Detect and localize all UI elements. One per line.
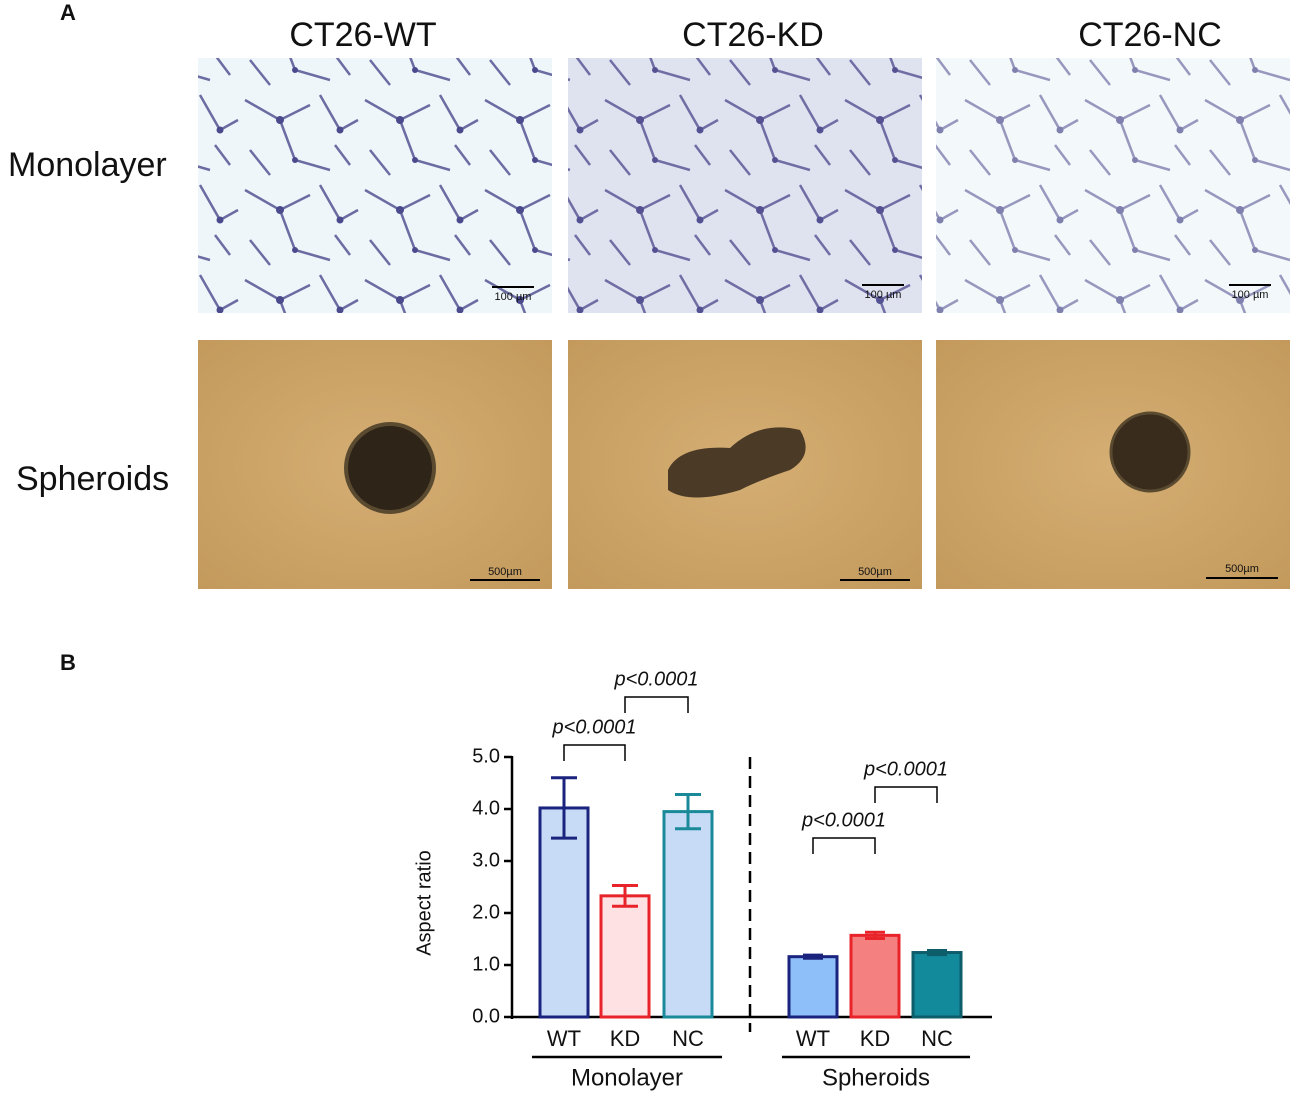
y-tick-label: 1.0	[472, 953, 500, 975]
column-title: CT26-KD	[682, 16, 824, 54]
x-tick-label: KD	[610, 1026, 641, 1051]
scale-label: 500µm	[858, 566, 892, 578]
scale-label: 500µm	[1225, 563, 1259, 575]
image	[198, 58, 552, 313]
panel-label: A	[60, 0, 76, 25]
x-tick-label: WT	[547, 1026, 581, 1051]
p-value: p<0.0001	[552, 716, 637, 738]
micrographs	[198, 58, 1290, 589]
error-bar	[612, 883, 638, 908]
error-bar	[551, 776, 577, 840]
significance-bracket	[624, 696, 689, 713]
significance-bracket	[563, 744, 626, 761]
bar	[662, 810, 714, 1019]
y-tick-label: 0.0	[472, 1005, 500, 1027]
significance-bracket	[874, 786, 938, 803]
panel-label: B	[60, 650, 76, 675]
x-tick-label: WT	[796, 1026, 830, 1051]
column-title: CT26-WT	[289, 16, 436, 54]
y-tick-label: 2.0	[472, 901, 500, 923]
row-title: Spheroids	[16, 460, 169, 498]
image	[936, 58, 1290, 313]
scale-label: 100 µm	[495, 291, 532, 303]
row-title: Monolayer	[8, 146, 167, 184]
spheroid	[668, 427, 806, 498]
y-axis-label: Aspect ratio	[413, 850, 435, 956]
image-tint	[936, 58, 1290, 313]
p-value: p<0.0001	[801, 809, 886, 831]
scale-label: 100 µm	[865, 289, 902, 301]
group-label: Spheroids	[822, 1064, 930, 1091]
y-tick-label: 5.0	[472, 745, 500, 767]
y-tick-label: 4.0	[472, 797, 500, 819]
bar	[849, 933, 901, 1019]
p-value: p<0.0001	[863, 758, 948, 780]
image-tint	[568, 58, 922, 313]
spheroid	[344, 422, 436, 514]
x-tick-label: NC	[921, 1026, 953, 1051]
image	[568, 58, 922, 313]
y-tick-label: 3.0	[472, 849, 500, 871]
error-bar	[865, 930, 885, 940]
column-title: CT26-NC	[1078, 16, 1222, 54]
scale-label: 100 µm	[1232, 289, 1269, 301]
error-bar	[803, 953, 823, 960]
bar	[599, 894, 651, 1019]
significance-bracket	[812, 837, 876, 854]
error-bar	[675, 792, 701, 831]
p-value: p<0.0001	[614, 668, 699, 690]
scale-label: 500µm	[488, 566, 522, 578]
x-tick-label: NC	[672, 1026, 704, 1051]
spheroid	[1109, 411, 1191, 493]
bar	[911, 951, 963, 1019]
x-tick-label: KD	[860, 1026, 891, 1051]
bar	[787, 955, 839, 1019]
error-bar	[927, 948, 947, 957]
group-label: Monolayer	[571, 1064, 683, 1091]
